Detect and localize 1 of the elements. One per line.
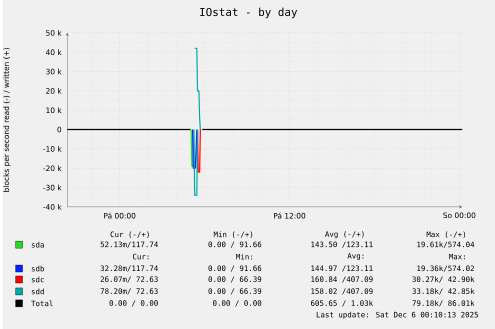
chart-title: IOstat - by day [200,8,298,18]
